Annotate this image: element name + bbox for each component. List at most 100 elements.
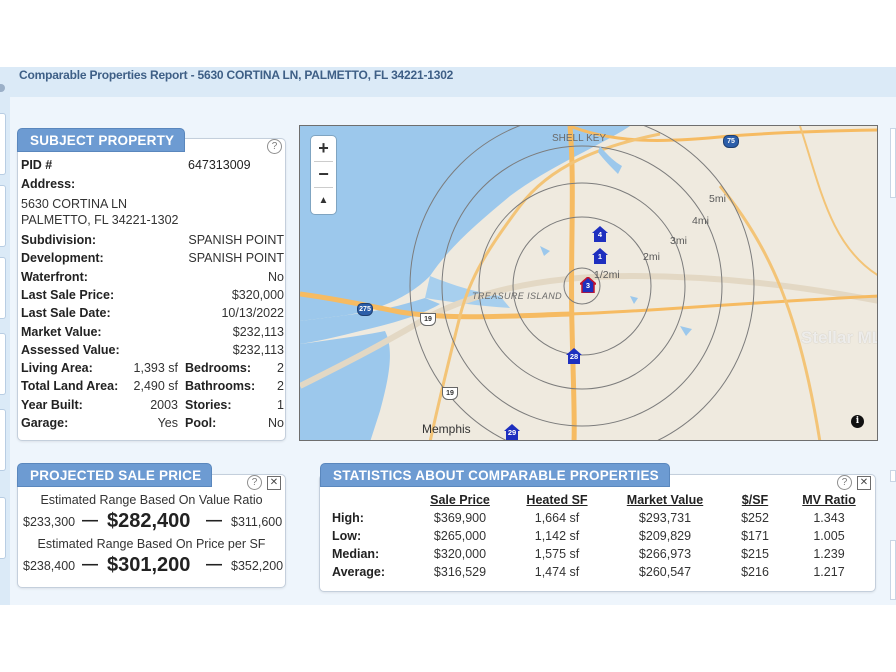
ring-label-5mi: 5mi	[709, 193, 726, 205]
market-value-value: $232,113	[232, 325, 284, 339]
zoom-divider	[314, 161, 333, 162]
pond	[450, 206, 458, 216]
compass-reset-button[interactable]: ▲	[318, 195, 329, 206]
total-land-area-value: 2,490 sf	[133, 379, 178, 393]
rail-tab[interactable]	[0, 333, 6, 395]
development-value: SPANISH POINT	[188, 251, 284, 265]
stat-value: 1.343	[813, 511, 845, 525]
pool-value: No	[268, 416, 284, 430]
us-19-shield-icon: 19	[420, 313, 436, 326]
local-road	[799, 126, 877, 276]
state-road	[718, 185, 822, 440]
rail-tab[interactable]	[0, 257, 6, 319]
waterfront-label: Waterfront:	[21, 270, 88, 284]
subject-property-marker-icon[interactable]: 3	[580, 277, 596, 293]
rail-tab[interactable]	[0, 497, 6, 559]
value-ratio-high: $311,600	[231, 515, 283, 529]
zoom-out-button[interactable]: −	[318, 164, 329, 184]
value-ratio-caption: Estimated Range Based On Value Ratio	[40, 493, 263, 507]
map-info-icon[interactable]: i	[851, 415, 864, 428]
marker-number: 1	[597, 252, 603, 261]
last-sale-date-value: 10/13/2022	[221, 306, 284, 320]
side-panel-edge[interactable]	[890, 470, 896, 482]
mls-watermark: Stellar MLS	[801, 328, 877, 347]
rail-tab[interactable]	[0, 185, 6, 247]
radius-ring-5mi	[409, 126, 755, 440]
zoom-control: + − ▲	[311, 136, 336, 214]
stat-value: $252	[741, 511, 769, 525]
range-dash: —	[206, 512, 222, 529]
stat-value: 1.005	[813, 529, 845, 543]
subdivision-label: Subdivision:	[21, 233, 96, 247]
interstate-75-shield-icon: 75	[723, 135, 739, 148]
pid-label: PID #	[21, 158, 53, 172]
close-icon[interactable]: ✕	[267, 476, 281, 490]
stat-value: 1.217	[813, 565, 845, 579]
zoom-in-button[interactable]: +	[318, 138, 329, 158]
zoom-divider	[314, 187, 333, 188]
subject-property-panel	[17, 138, 286, 441]
column-header-sale-price: Sale Price	[430, 493, 490, 507]
i275-highway	[300, 291, 571, 320]
last-sale-date-label: Last Sale Date:	[21, 306, 111, 320]
comparables-map[interactable]: + − ▲ SHELL KEY TREASURE ISLAND Memphis …	[299, 125, 878, 441]
value-ratio-low: $233,300	[23, 515, 76, 529]
statistics-panel	[319, 474, 876, 592]
left-rail	[0, 97, 10, 605]
subdivision-value: SPANISH POINT	[188, 233, 284, 247]
stat-label-median: Median:	[332, 547, 380, 561]
last-sale-price-label: Last Sale Price:	[21, 288, 115, 302]
waterfront-value: No	[268, 270, 284, 284]
side-panel-edge[interactable]	[890, 540, 896, 600]
stat-value: $320,000	[433, 547, 487, 561]
stat-value: $216	[741, 565, 769, 579]
stat-value: $316,529	[433, 565, 487, 579]
side-panel-edge[interactable]	[890, 128, 896, 198]
total-land-area-label: Total Land Area:	[21, 379, 119, 393]
year-built-value: 2003	[150, 398, 178, 412]
collapse-handle-icon[interactable]	[0, 84, 5, 92]
marker-number: 4	[597, 230, 603, 239]
stat-value: 1,474 sf	[534, 565, 580, 579]
projected-sale-price-tab: PROJECTED SALE PRICE	[17, 463, 213, 487]
price-per-sf-estimate: $301,200	[107, 554, 191, 576]
bay-water	[300, 126, 630, 321]
radius-ring-2mi	[512, 216, 652, 356]
ring-label-halfmi: 1/2mi	[594, 269, 620, 281]
shell-key-label: SHELL KEY	[552, 133, 607, 144]
garage-label: Garage:	[21, 416, 69, 430]
stories-value: 1	[277, 398, 284, 412]
stat-value: 1.239	[813, 547, 845, 561]
bathrooms-value: 2	[277, 379, 284, 393]
pid-value: 647313009	[188, 158, 251, 172]
address-label: Address:	[21, 177, 76, 191]
lake	[598, 146, 622, 174]
help-icon[interactable]: ?	[247, 475, 262, 490]
treasure-island-label: TREASURE ISLAND	[472, 291, 563, 301]
range-dash: —	[82, 556, 98, 573]
help-icon[interactable]: ?	[267, 139, 282, 154]
comparable-marker-icon[interactable]: 29	[504, 424, 520, 440]
us-19-shield-icon: 19	[442, 387, 458, 400]
help-icon[interactable]: ?	[837, 475, 852, 490]
stat-value: 1,664 sf	[534, 511, 580, 525]
stat-label-average: Average:	[332, 565, 386, 579]
development-label: Development:	[21, 251, 104, 265]
last-sale-price-value: $320,000	[231, 288, 284, 302]
garage-value: Yes	[157, 416, 178, 430]
close-icon[interactable]: ✕	[857, 476, 871, 490]
bedrooms-label: Bedrooms:	[185, 361, 251, 375]
ring-label-4mi: 4mi	[692, 215, 709, 227]
comparable-marker-icon[interactable]: 1	[592, 248, 608, 264]
rail-tab[interactable]	[0, 113, 6, 175]
radius-ring-3mi	[478, 182, 686, 390]
column-header-market-value: Market Value	[626, 493, 704, 507]
pond	[630, 296, 638, 304]
report-title: Comparable Properties Report - 5630 CORT…	[19, 68, 454, 82]
stat-value: $209,829	[638, 529, 692, 543]
comparable-marker-icon[interactable]: 4	[592, 226, 608, 242]
comparable-marker-icon[interactable]: 28	[566, 348, 582, 364]
statistics-tab: STATISTICS ABOUT COMPARABLE PROPERTIES	[320, 463, 670, 487]
rail-tab[interactable]	[0, 409, 6, 471]
address-line1: 5630 CORTINA LN	[21, 197, 128, 211]
